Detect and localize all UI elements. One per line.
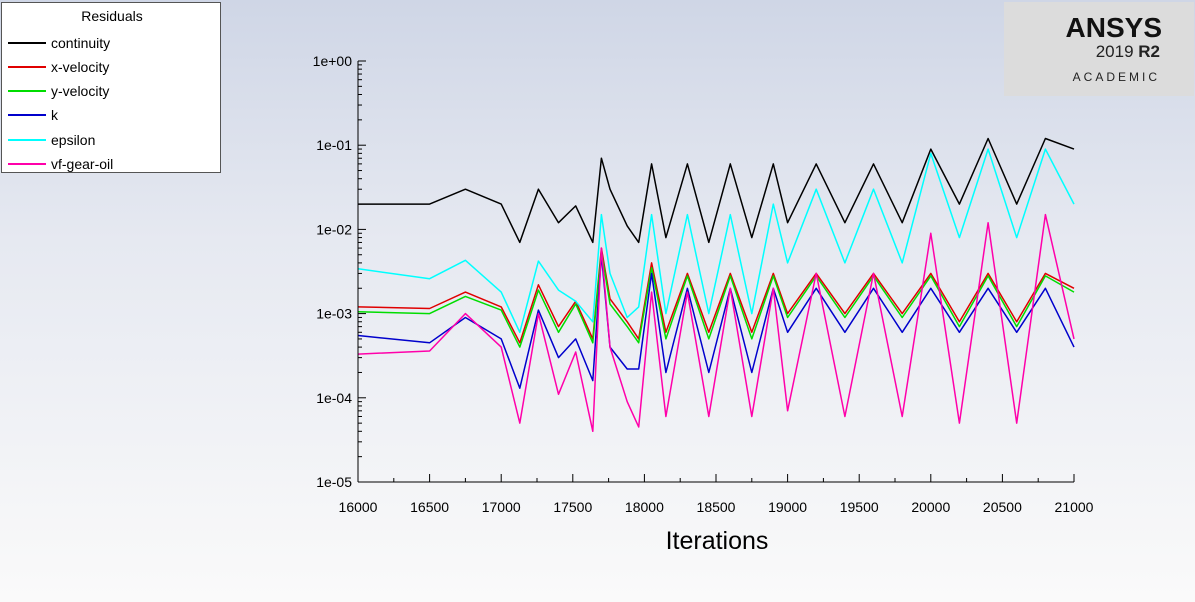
x-tick-label: 20000: [911, 499, 950, 515]
series-layer: [357, 137, 1075, 433]
legend-item-x-velocity: x-velocity: [2, 57, 220, 77]
y-tick-label: 1e-02: [316, 221, 352, 237]
line-swatch-icon: [8, 66, 46, 68]
x-tick-label: 16000: [339, 499, 378, 515]
logo-release: R2: [1138, 42, 1160, 61]
legend-item-continuity: continuity: [2, 33, 220, 53]
line-swatch-icon: [8, 163, 46, 165]
line-swatch-icon: [8, 42, 46, 44]
y-tick-label: 1e+00: [313, 53, 353, 69]
y-tick-label: 1e-03: [316, 306, 352, 322]
logo-edition: ACADEMIC: [1072, 70, 1160, 84]
x-tick-label: 19000: [768, 499, 807, 515]
logo-version-year: 2019: [1095, 42, 1134, 61]
legend-item-epsilon: epsilon: [2, 130, 220, 150]
legend-title: Residuals: [81, 8, 143, 24]
line-swatch-icon: [8, 90, 46, 92]
legend-label: continuity: [51, 35, 111, 51]
x-tick-label: 18500: [697, 499, 736, 515]
series-line-y-velocity: [357, 250, 1075, 348]
x-axis-label: Iterations: [666, 527, 769, 555]
series-line-continuity: [358, 137, 1075, 244]
x-tick-label: 19500: [840, 499, 879, 515]
legend-item-y-velocity: y-velocity: [2, 81, 220, 101]
y-tick-label: 1e-04: [316, 390, 352, 406]
y-tick-label: 1e-01: [316, 137, 352, 153]
ansys-logo: ANSYS 2019 R2 ACADEMIC: [1004, 2, 1194, 96]
line-swatch-icon: [8, 114, 46, 116]
legend-item-k: k: [2, 105, 220, 125]
line-swatch-icon: [8, 139, 46, 141]
legend: Residuals continuity x-velocity y-veloci…: [1, 2, 221, 173]
legend-label: vf-gear-oil: [51, 156, 114, 172]
legend-item-vf-gear-oil: vf-gear-oil: [2, 154, 220, 174]
y-tick-label: 1e-05: [316, 474, 352, 490]
legend-label: epsilon: [51, 132, 96, 148]
x-tick-label: 21000: [1055, 499, 1094, 515]
x-tick-label: 20500: [983, 499, 1022, 515]
x-tick-label: 16500: [410, 499, 449, 515]
legend-label: y-velocity: [51, 83, 110, 99]
x-tick-label: 17500: [553, 499, 592, 515]
x-tick-label: 18000: [625, 499, 664, 515]
series-line-vf-gear-oil: [357, 213, 1075, 433]
logo-brand: ANSYS: [1065, 12, 1162, 43]
series-line-x-velocity: [357, 247, 1075, 344]
logo-version: 2019 R2: [1096, 42, 1160, 62]
legend-label: x-velocity: [51, 59, 110, 75]
legend-label: k: [51, 107, 58, 123]
axes-layer: 1e+00 1e-01 1e-02 1e-03 1e-04 1e-05 16000 16500…: [313, 53, 1094, 515]
series-line-epsilon: [357, 148, 1075, 334]
series-line-k: [357, 253, 1075, 389]
x-tick-label: 17000: [482, 499, 521, 515]
